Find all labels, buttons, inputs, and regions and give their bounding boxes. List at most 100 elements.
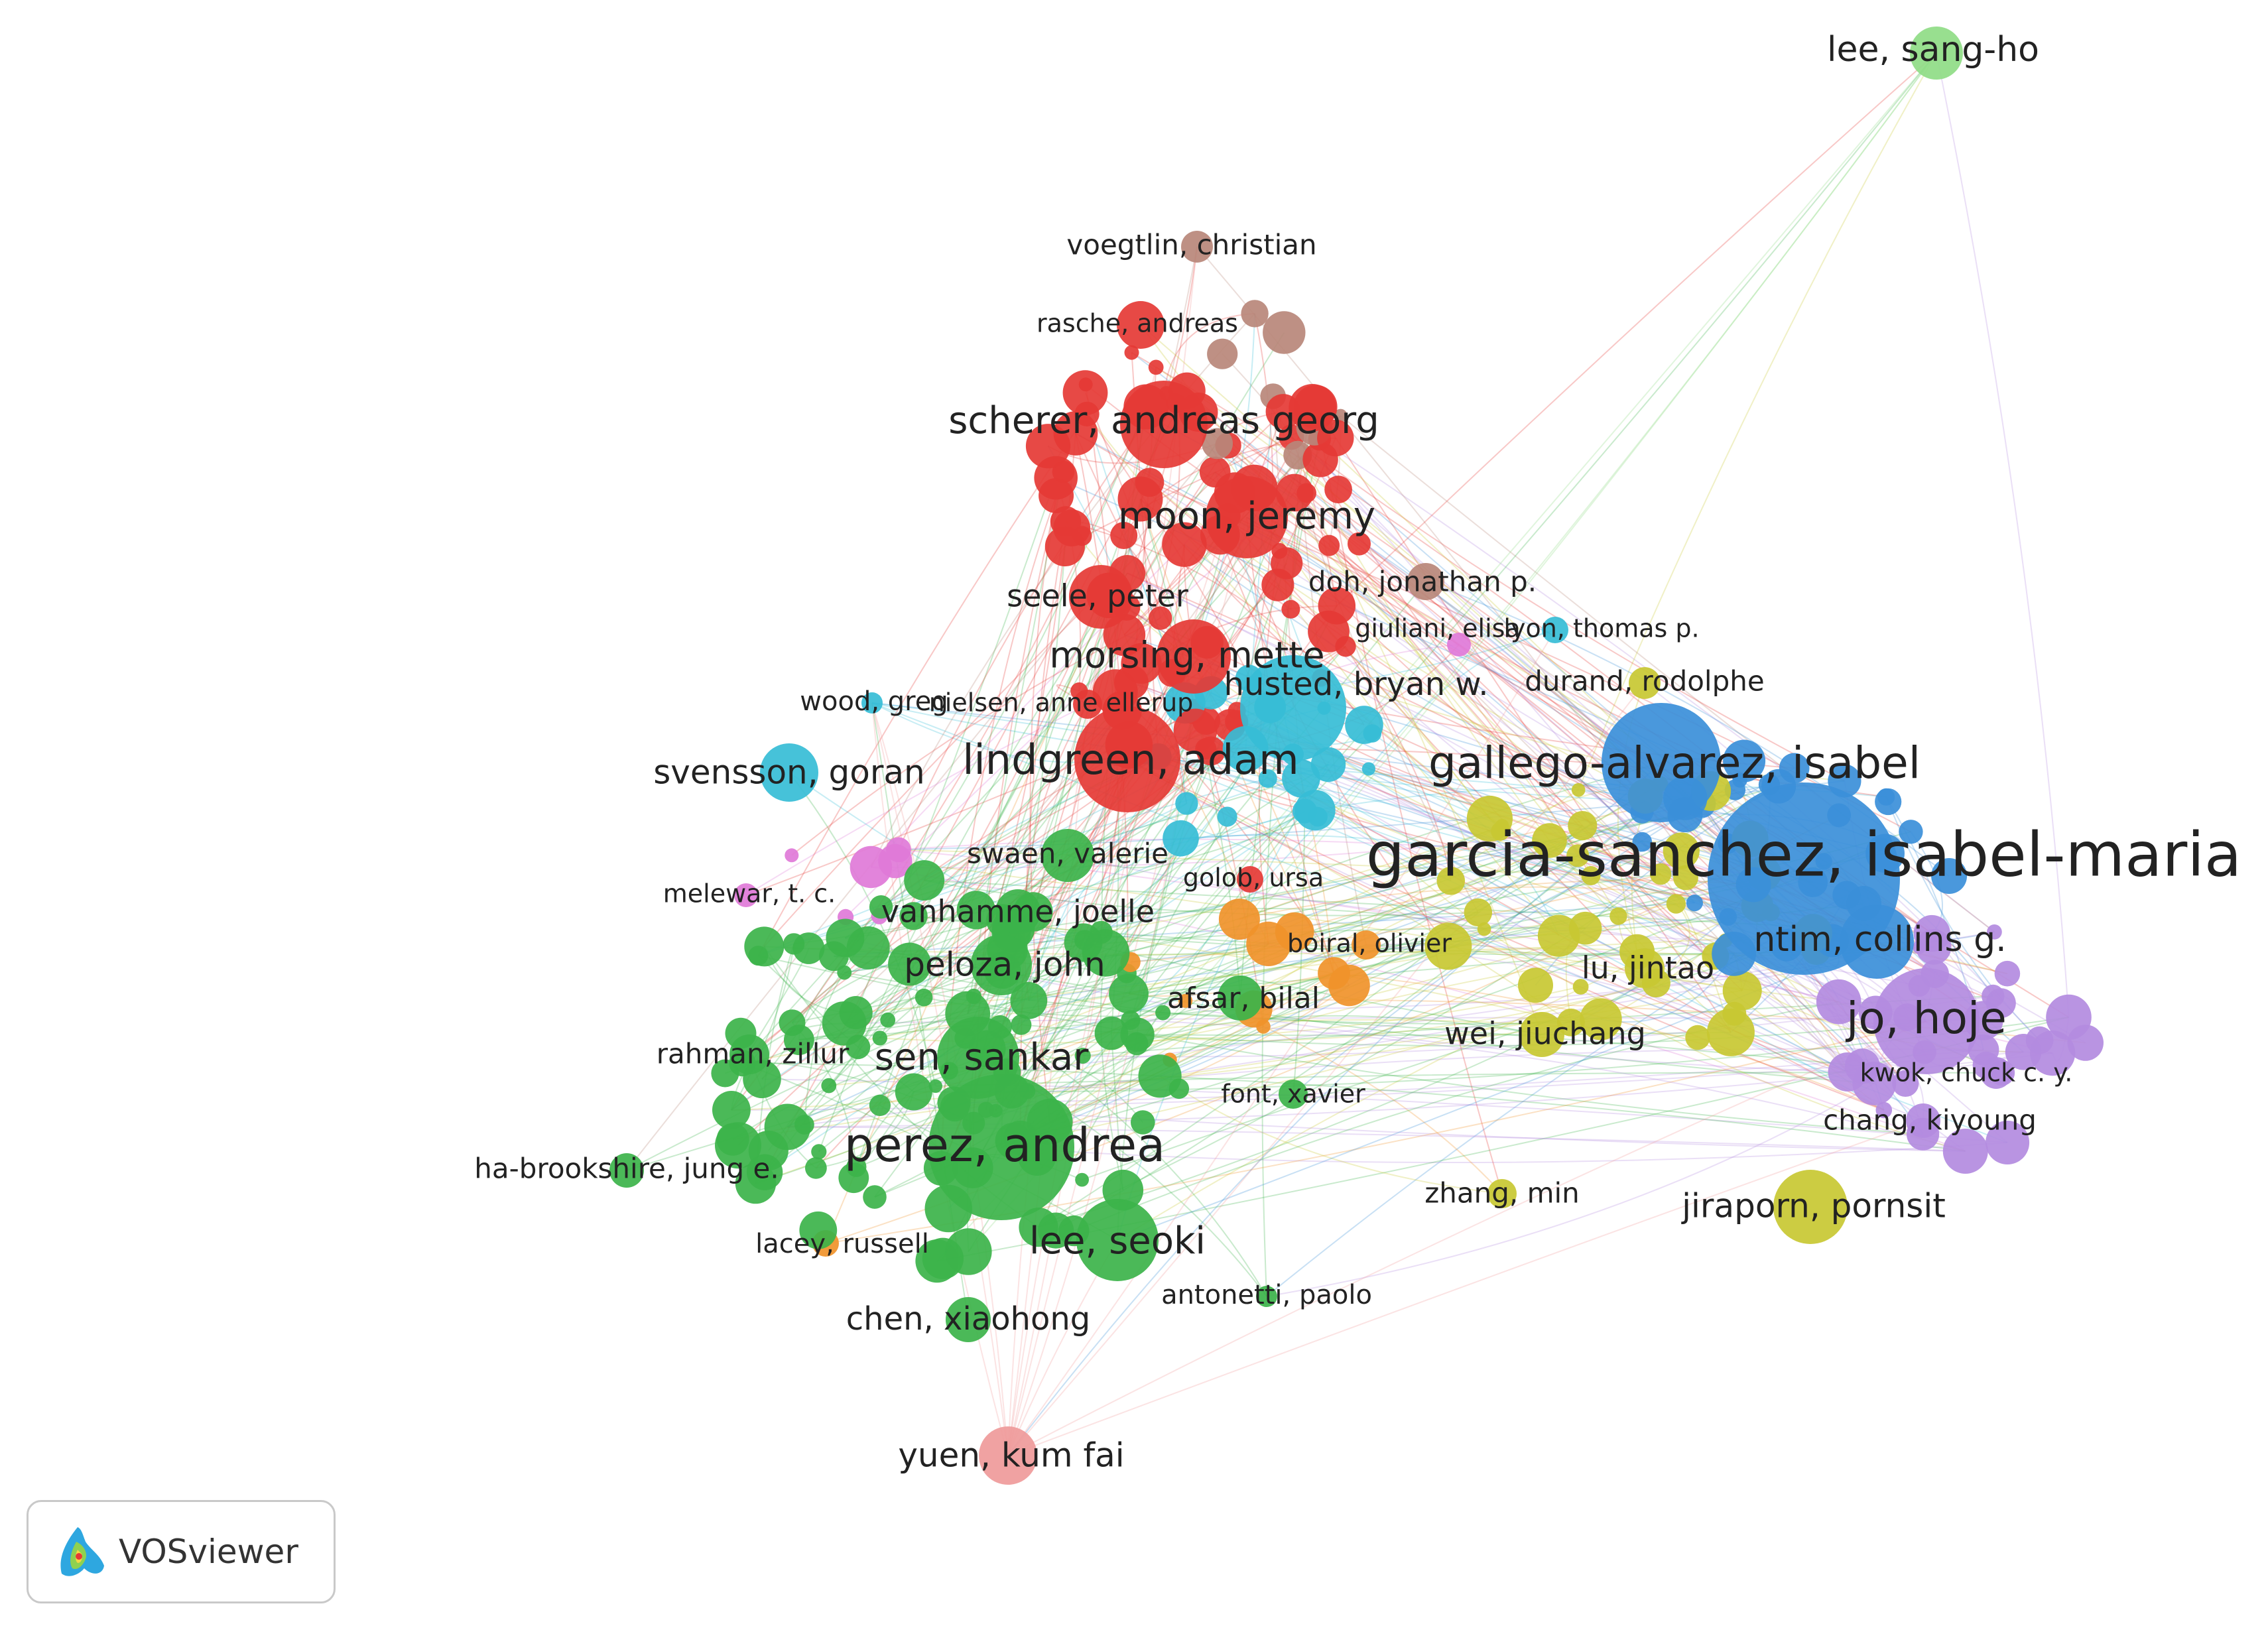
network-node[interactable] [1466,795,1513,842]
author-node[interactable] [1218,975,1263,1021]
network-node[interactable] [1019,1208,1058,1247]
network-node[interactable] [1723,739,1766,782]
author-node[interactable] [1708,782,1900,975]
author-node[interactable] [1279,1080,1308,1109]
network-node[interactable] [1011,1014,1032,1035]
network-node[interactable] [1666,894,1686,914]
network-node[interactable] [1178,993,1193,1008]
author-label[interactable]: lyon, thomas p. [1503,614,1699,643]
author-node[interactable] [1980,1057,2012,1089]
network-node[interactable] [1075,1172,1089,1187]
network-node[interactable] [1218,899,1260,940]
author-label[interactable]: jiraporn, pornsit [1681,1187,1946,1225]
author-label[interactable]: lu, jintao [1582,950,1714,986]
network-node[interactable] [799,1211,838,1249]
network-node[interactable] [1571,782,1586,797]
network-node[interactable] [1899,820,1923,844]
network-node[interactable] [1324,475,1352,504]
network-node[interactable] [811,1144,827,1160]
network-node[interactable] [785,848,799,863]
network-node[interactable] [1609,907,1627,925]
network-node[interactable] [914,988,933,1007]
network-node[interactable] [1261,568,1294,601]
network-node[interactable] [1131,1110,1155,1135]
network-node[interactable] [1124,345,1139,360]
author-node[interactable] [1069,565,1133,629]
network-node[interactable] [869,895,893,919]
author-node[interactable] [1237,866,1263,893]
author-label[interactable]: ntim, collins g. [1753,920,2006,960]
network-node[interactable] [1581,866,1601,885]
network-node[interactable] [1987,924,2002,940]
author-label[interactable]: chang, kiyoung [1823,1104,2037,1137]
network-node[interactable] [869,1094,891,1116]
author-label[interactable]: ha-brookshire, jung e. [474,1153,779,1185]
author-node[interactable] [1041,829,1094,882]
network-node[interactable] [1289,384,1336,432]
network-node[interactable] [764,1103,811,1151]
network-node[interactable] [850,845,893,889]
network-node[interactable] [863,1185,887,1209]
network-node[interactable] [715,1122,761,1169]
network-node[interactable] [1175,792,1198,815]
network-node[interactable] [1155,1005,1171,1021]
network-node[interactable] [1875,788,1902,816]
network-node[interactable] [1464,898,1493,927]
author-node[interactable] [1542,617,1568,643]
network-node[interactable] [1968,1034,1999,1066]
author-label[interactable]: lee, seoki [1029,1220,1206,1263]
network-node[interactable] [1207,338,1238,369]
author-label[interactable]: melewar, t. c. [663,879,836,908]
network-node[interactable] [1942,1129,1988,1174]
author-label[interactable]: jo, hoje [1845,993,2007,1044]
network-node[interactable] [1328,964,1370,1007]
network-node[interactable] [1913,914,1950,952]
author-node[interactable] [1117,301,1165,349]
network-node[interactable] [1120,1017,1155,1052]
author-node[interactable] [1157,619,1231,694]
network-node[interactable] [1334,408,1348,422]
network-node[interactable] [1258,769,1277,788]
network-node[interactable] [792,932,825,964]
author-node[interactable] [1910,27,1963,80]
network-node[interactable] [1138,1054,1182,1098]
network-node[interactable] [1663,832,1700,869]
author-label[interactable]: rahman, zillur [657,1038,850,1070]
author-label[interactable]: svensson, goran [653,753,924,792]
network-node[interactable] [1109,973,1149,1014]
network-node[interactable] [1673,865,1698,891]
author-label[interactable]: lacey, russell [755,1229,929,1259]
network-node[interactable] [1875,1101,1893,1119]
network-node[interactable] [904,860,945,901]
author-label[interactable]: wood, greg [800,686,948,717]
network-node[interactable] [1722,971,1762,1011]
author-node[interactable] [1773,1170,1848,1244]
author-label[interactable]: garcia-sanchez, isabel-maria [1366,819,2242,890]
network-node[interactable] [1518,968,1553,1003]
network-node[interactable] [1568,811,1598,841]
network-node[interactable] [1537,914,1580,957]
network-node[interactable] [1436,867,1466,895]
author-node[interactable] [1625,948,1665,988]
author-label[interactable]: lee, sang-ho [1827,30,2039,70]
author-label[interactable]: swaen, valerie [967,838,1168,870]
author-node[interactable] [1352,930,1381,960]
network-node[interactable] [945,1228,992,1275]
network-node[interactable] [1852,1062,1897,1105]
author-label[interactable]: zhang, min [1424,1177,1580,1210]
author-node[interactable] [1181,231,1213,263]
network-node[interactable] [1282,759,1320,798]
network-node[interactable] [1044,526,1085,567]
network-node[interactable] [899,902,928,930]
network-node[interactable] [1062,370,1108,416]
author-node[interactable] [1447,633,1471,657]
author-label[interactable]: peloza, john [904,946,1105,984]
network-node[interactable] [1580,998,1622,1040]
network-node[interactable] [1361,762,1375,776]
author-node[interactable] [995,889,1040,934]
author-label[interactable]: seele, peter [1007,578,1188,614]
author-label[interactable]: font, xavier [1221,1080,1365,1109]
network-node[interactable] [1010,981,1048,1019]
author-node[interactable] [1906,1103,1940,1138]
network-node[interactable] [1348,532,1371,556]
